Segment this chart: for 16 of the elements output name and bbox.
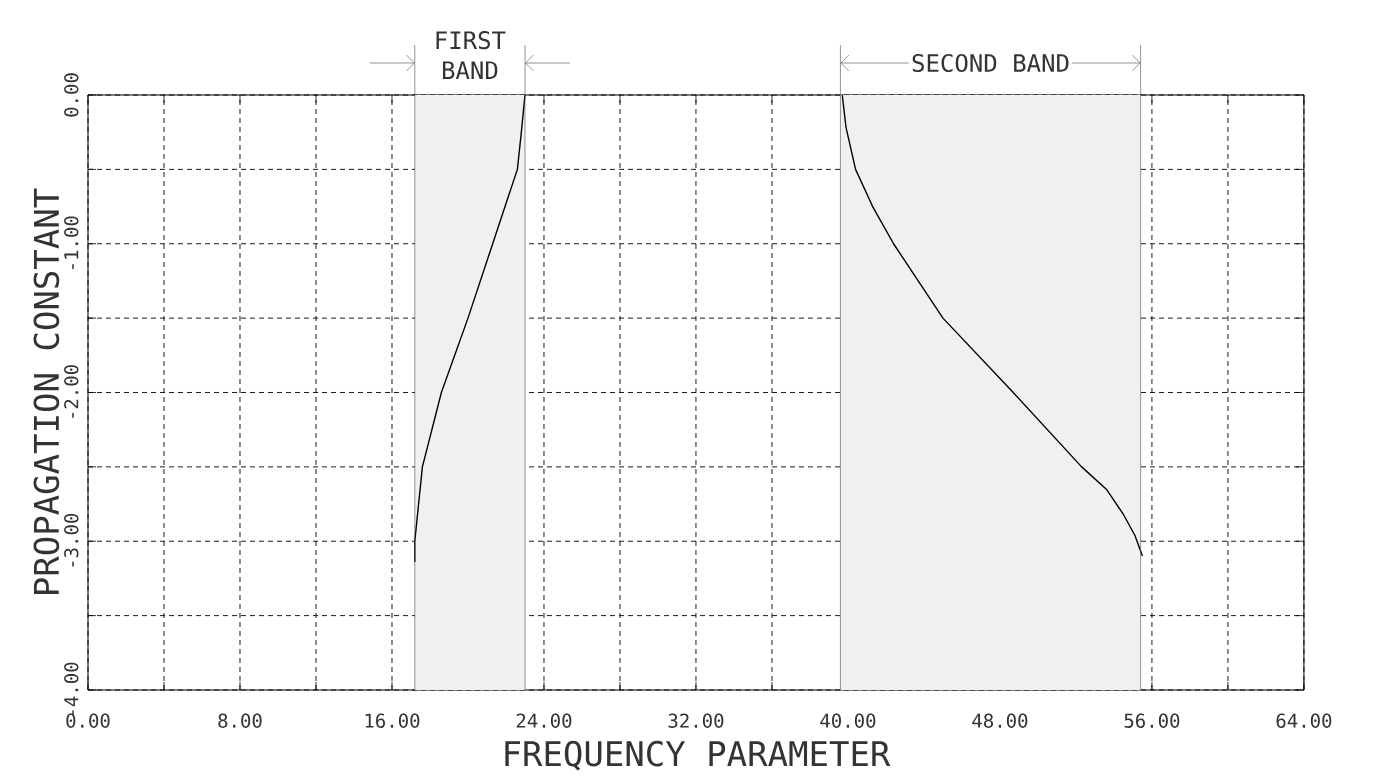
y-tick-label: 0.00 [64, 73, 79, 117]
y-tick-label: -2.00 [64, 365, 79, 418]
x-tick-label: 48.00 [972, 713, 1028, 728]
x-tick-label: 24.00 [516, 713, 572, 728]
x-tick-label: 8.00 [218, 713, 262, 728]
x-tick-label: 40.00 [820, 713, 876, 728]
band-label: FIRST BAND [436, 31, 506, 79]
x-axis-title: FREQUENCY PARAMETER [505, 740, 891, 771]
x-tick-label: 16.00 [365, 713, 420, 728]
band-label: SECOND BAND [912, 53, 1069, 73]
x-tick-label: 56.00 [1124, 713, 1180, 728]
y-tick-label: -1.00 [64, 216, 79, 270]
x-tick-label: 64.00 [1276, 713, 1332, 728]
y-tick-label: -3.00 [64, 513, 79, 567]
x-tick-label: 32.00 [668, 713, 724, 728]
y-axis-title: PROPAGATION CONSTANT [33, 188, 60, 594]
